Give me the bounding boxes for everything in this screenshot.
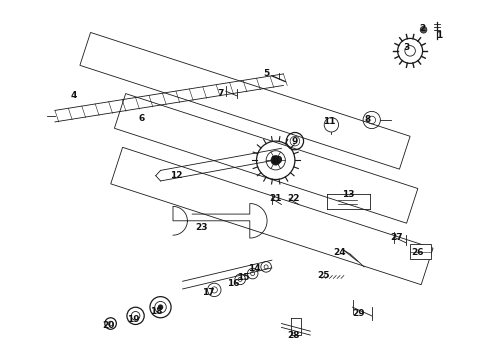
Text: 29: 29 (352, 309, 365, 318)
Text: 20: 20 (102, 321, 115, 330)
Text: 14: 14 (248, 264, 261, 273)
Text: 23: 23 (196, 223, 208, 232)
Circle shape (158, 305, 163, 310)
Text: 2: 2 (419, 24, 426, 33)
Text: 27: 27 (391, 233, 403, 242)
Text: 11: 11 (323, 117, 336, 126)
Text: 25: 25 (318, 271, 330, 280)
Circle shape (420, 26, 427, 33)
Polygon shape (114, 94, 418, 223)
Text: 18: 18 (150, 307, 163, 316)
Text: 1: 1 (436, 31, 442, 40)
Polygon shape (80, 32, 410, 169)
Text: 12: 12 (170, 171, 182, 180)
Text: 15: 15 (237, 273, 249, 282)
Text: 4: 4 (71, 91, 77, 100)
Text: 3: 3 (403, 44, 410, 53)
Text: 5: 5 (263, 69, 269, 78)
Text: 6: 6 (138, 113, 145, 122)
Text: 26: 26 (412, 248, 424, 257)
Text: 7: 7 (218, 89, 224, 98)
Polygon shape (111, 147, 433, 285)
Text: 13: 13 (343, 190, 355, 199)
Text: 24: 24 (333, 248, 345, 257)
Text: 16: 16 (227, 279, 240, 288)
Text: 21: 21 (270, 194, 282, 203)
Text: 10: 10 (270, 156, 282, 165)
Text: 8: 8 (365, 116, 371, 125)
Bar (410, 244, 431, 259)
Circle shape (271, 156, 280, 165)
Text: 28: 28 (287, 332, 299, 341)
Text: 19: 19 (127, 315, 140, 324)
Text: 17: 17 (202, 288, 215, 297)
Text: 22: 22 (287, 194, 299, 203)
Text: 9: 9 (292, 136, 298, 145)
